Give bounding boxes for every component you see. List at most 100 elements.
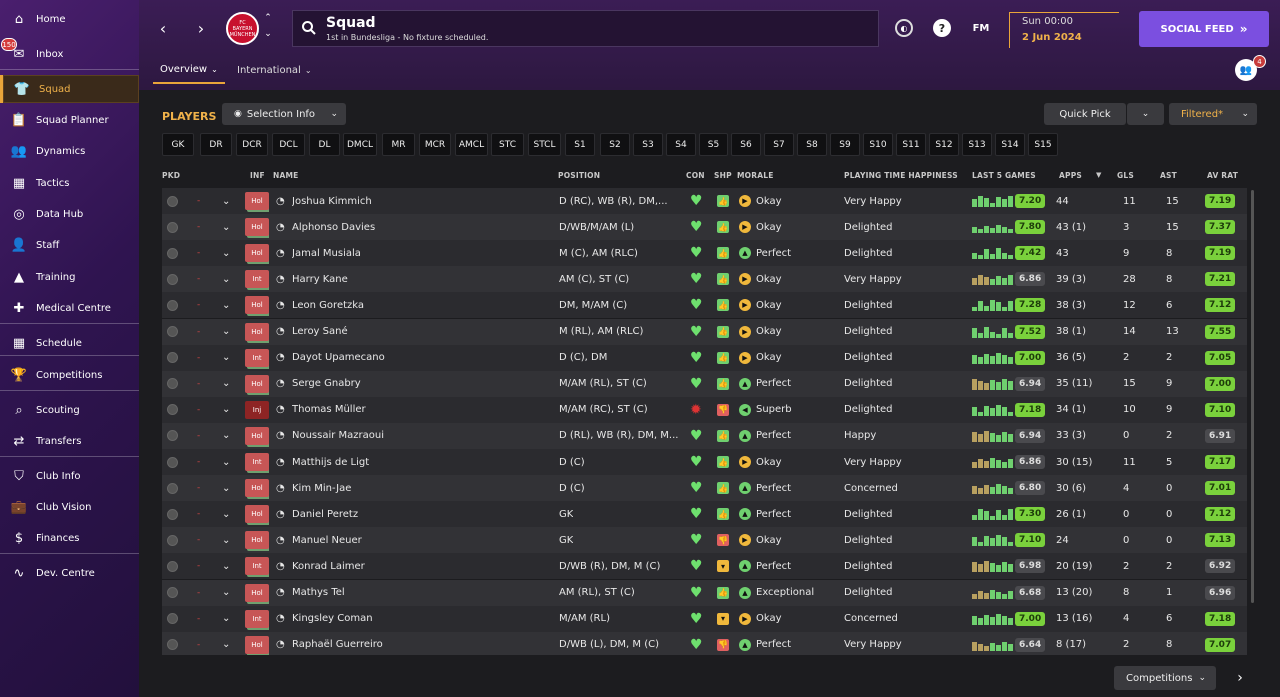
column-header-pkd[interactable]: PKD [162, 171, 181, 180]
social-feed-button[interactable]: SOCIAL FEED » [1139, 11, 1269, 47]
position-filter-mcr[interactable]: MCR [419, 133, 451, 156]
info-badge[interactable]: Inj [245, 400, 269, 419]
pick-toggle-icon[interactable] [167, 378, 178, 390]
pick-toggle-icon[interactable] [167, 352, 178, 364]
pkd-cell[interactable] [167, 580, 178, 606]
position-filter-s2[interactable]: S2 [600, 133, 630, 156]
position-filter-s9[interactable]: S9 [830, 133, 860, 156]
row-menu-chevron-icon[interactable]: ⌄ [222, 195, 231, 207]
player-name[interactable]: Thomas Müller [292, 404, 366, 416]
position-filter-s1[interactable]: S1 [565, 133, 595, 156]
table-row[interactable]: - ⌄ Hol ◔ Joshua Kimmich D (RC), WB (R), DM,.… [162, 188, 1247, 214]
pkd-cell[interactable] [167, 606, 178, 632]
tab-international[interactable]: International ⌄ [237, 56, 327, 84]
table-row[interactable]: - ⌄ Int ◔ Matthijs de Ligt D (C) ♥ 👍 ▶ Okay Very H… [162, 449, 1247, 475]
row-menu-chevron-icon[interactable]: ⌄ [222, 378, 231, 390]
table-row[interactable]: - ⌄ Hol ◔ Noussair Mazraoui D (RL), WB (R), D… [162, 422, 1247, 449]
sidebar-item-finances[interactable]: $ Finances [0, 524, 139, 552]
column-header-position[interactable]: POSITION [558, 171, 601, 180]
pick-toggle-icon[interactable] [167, 247, 178, 259]
pick-toggle-icon[interactable] [167, 587, 178, 598]
position-filter-stcl[interactable]: STCL [528, 133, 561, 156]
pick-toggle-icon[interactable] [167, 613, 178, 625]
sidebar-item-squad[interactable]: 👕 Squad [0, 75, 139, 103]
pick-toggle-icon[interactable] [167, 508, 178, 520]
player-name[interactable]: Leon Goretzka [292, 299, 365, 311]
player-name[interactable]: Daniel Peretz [292, 508, 359, 520]
table-row[interactable]: - ⌄ Hol ◔ Leroy Sané M (RL), AM (RLC) ♥ 👍 ▶ Okay D… [162, 318, 1247, 345]
position-filter-s3[interactable]: S3 [633, 133, 663, 156]
table-row[interactable]: - ⌄ Hol ◔ Serge Gnabry M/AM (RL), ST (C) ♥ 👍 ▲ Pe… [162, 370, 1247, 397]
table-row[interactable]: - ⌄ Hol ◔ Raphaël Guerreiro D/WB (L), DM, M (… [162, 631, 1247, 655]
back-button[interactable]: ‹ [159, 18, 167, 38]
pkd-cell[interactable] [167, 475, 178, 501]
info-badge[interactable]: Hol [245, 479, 269, 498]
position-filter-s15[interactable]: S15 [1028, 133, 1058, 156]
player-name[interactable]: Jamal Musiala [292, 247, 361, 259]
filter-button[interactable]: Filtered* ⌄ [1169, 103, 1257, 125]
row-menu-chevron-icon[interactable]: ⌄ [222, 299, 231, 311]
table-row[interactable]: - ⌄ Int ◔ Harry Kane AM (C), ST (C) ♥ 👍 ▶ Okay Ver… [162, 266, 1247, 293]
info-badge[interactable]: Int [245, 609, 269, 628]
sidebar-item-home[interactable]: ⌂ Home [0, 5, 139, 33]
column-header-gls[interactable]: GLS [1117, 171, 1134, 180]
info-badge[interactable]: Int [245, 453, 269, 471]
info-badge[interactable]: Hol [245, 192, 269, 210]
help-icon[interactable]: ? [933, 19, 951, 37]
pick-toggle-icon[interactable] [167, 221, 178, 233]
info-badge[interactable]: Hol [245, 505, 269, 524]
row-menu-chevron-icon[interactable]: ⌄ [222, 613, 231, 625]
pick-toggle-icon[interactable] [167, 273, 178, 285]
row-menu-chevron-icon[interactable]: ⌄ [222, 482, 231, 494]
pkd-cell[interactable] [167, 188, 178, 214]
pkd-cell[interactable] [167, 319, 178, 345]
sidebar-item-tactics[interactable]: ▦ Tactics [0, 169, 139, 197]
position-filter-dl[interactable]: DL [309, 133, 340, 156]
position-filter-s12[interactable]: S12 [929, 133, 959, 156]
pkd-cell[interactable] [167, 345, 178, 371]
position-filter-mr[interactable]: MR [382, 133, 415, 156]
pkd-cell[interactable] [167, 423, 178, 449]
sidebar-item-competitions[interactable]: 🏆 Competitions [0, 361, 139, 389]
column-header-inf[interactable]: INF [250, 171, 265, 180]
position-filter-gk[interactable]: GK [162, 133, 194, 156]
row-menu-chevron-icon[interactable]: ⌄ [222, 221, 231, 233]
position-filter-s7[interactable]: S7 [764, 133, 794, 156]
player-name[interactable]: Mathys Tel [292, 587, 345, 598]
pkd-cell[interactable] [167, 397, 178, 423]
sidebar-item-dynamics[interactable]: 👥 Dynamics [0, 137, 139, 165]
table-row[interactable]: - ⌄ Inj ◔ Thomas Müller M/AM (RC), ST (C) ✹ 👎 ◀ S… [162, 396, 1247, 423]
row-menu-chevron-icon[interactable]: ⌄ [222, 352, 231, 364]
info-badge[interactable]: Int [245, 348, 269, 367]
pkd-cell[interactable] [167, 527, 178, 553]
sidebar-item-schedule[interactable]: ▦ Schedule [0, 329, 139, 357]
date-display[interactable]: Sun 00:00 2 Jun 2024 [1009, 12, 1119, 48]
position-filter-s10[interactable]: S10 [863, 133, 893, 156]
sidebar-item-club-vision[interactable]: 💼 Club Vision [0, 493, 139, 521]
forward-button[interactable]: › [197, 18, 205, 38]
pkd-cell[interactable] [167, 449, 178, 475]
column-header-apps[interactable]: APPS [1059, 171, 1082, 180]
info-badge[interactable]: Hol [245, 218, 269, 237]
player-name[interactable]: Matthijs de Ligt [292, 456, 370, 468]
player-name[interactable]: Harry Kane [292, 273, 348, 285]
position-filter-amcl[interactable]: AMCL [455, 133, 488, 156]
sidebar-item-medical-centre[interactable]: ✚ Medical Centre [0, 294, 139, 322]
player-name[interactable]: Alphonso Davies [292, 221, 376, 233]
position-filter-dmcl[interactable]: DMCL [343, 133, 377, 156]
player-name[interactable]: Leroy Sané [292, 326, 348, 337]
info-badge[interactable]: Hol [245, 374, 269, 393]
info-badge[interactable]: Hol [245, 531, 269, 550]
info-badge[interactable]: Int [245, 270, 269, 289]
page-title-box[interactable]: Squad 1st in Bundesliga - No fixture sch… [292, 10, 879, 47]
table-row[interactable]: - ⌄ Hol ◔ Jamal Musiala M (C), AM (RLC) ♥ 👍 ▲ Per… [162, 240, 1247, 267]
player-name[interactable]: Konrad Laimer [292, 560, 365, 572]
position-filter-s6[interactable]: S6 [731, 133, 761, 156]
table-row[interactable]: - ⌄ Hol ◔ Mathys Tel AM (RL), ST (C) ♥ 👍 ▲ Except… [162, 579, 1247, 606]
pkd-cell[interactable] [167, 240, 178, 266]
player-name[interactable]: Kingsley Coman [292, 613, 373, 625]
sidebar-item-scouting[interactable]: ⌕ Scouting [0, 396, 139, 424]
player-name[interactable]: Joshua Kimmich [292, 195, 372, 207]
row-menu-chevron-icon[interactable]: ⌄ [222, 404, 231, 416]
table-row[interactable]: - ⌄ Hol ◔ Daniel Peretz GK ♥ 👍 ▲ Perfect Delighted… [162, 501, 1247, 528]
